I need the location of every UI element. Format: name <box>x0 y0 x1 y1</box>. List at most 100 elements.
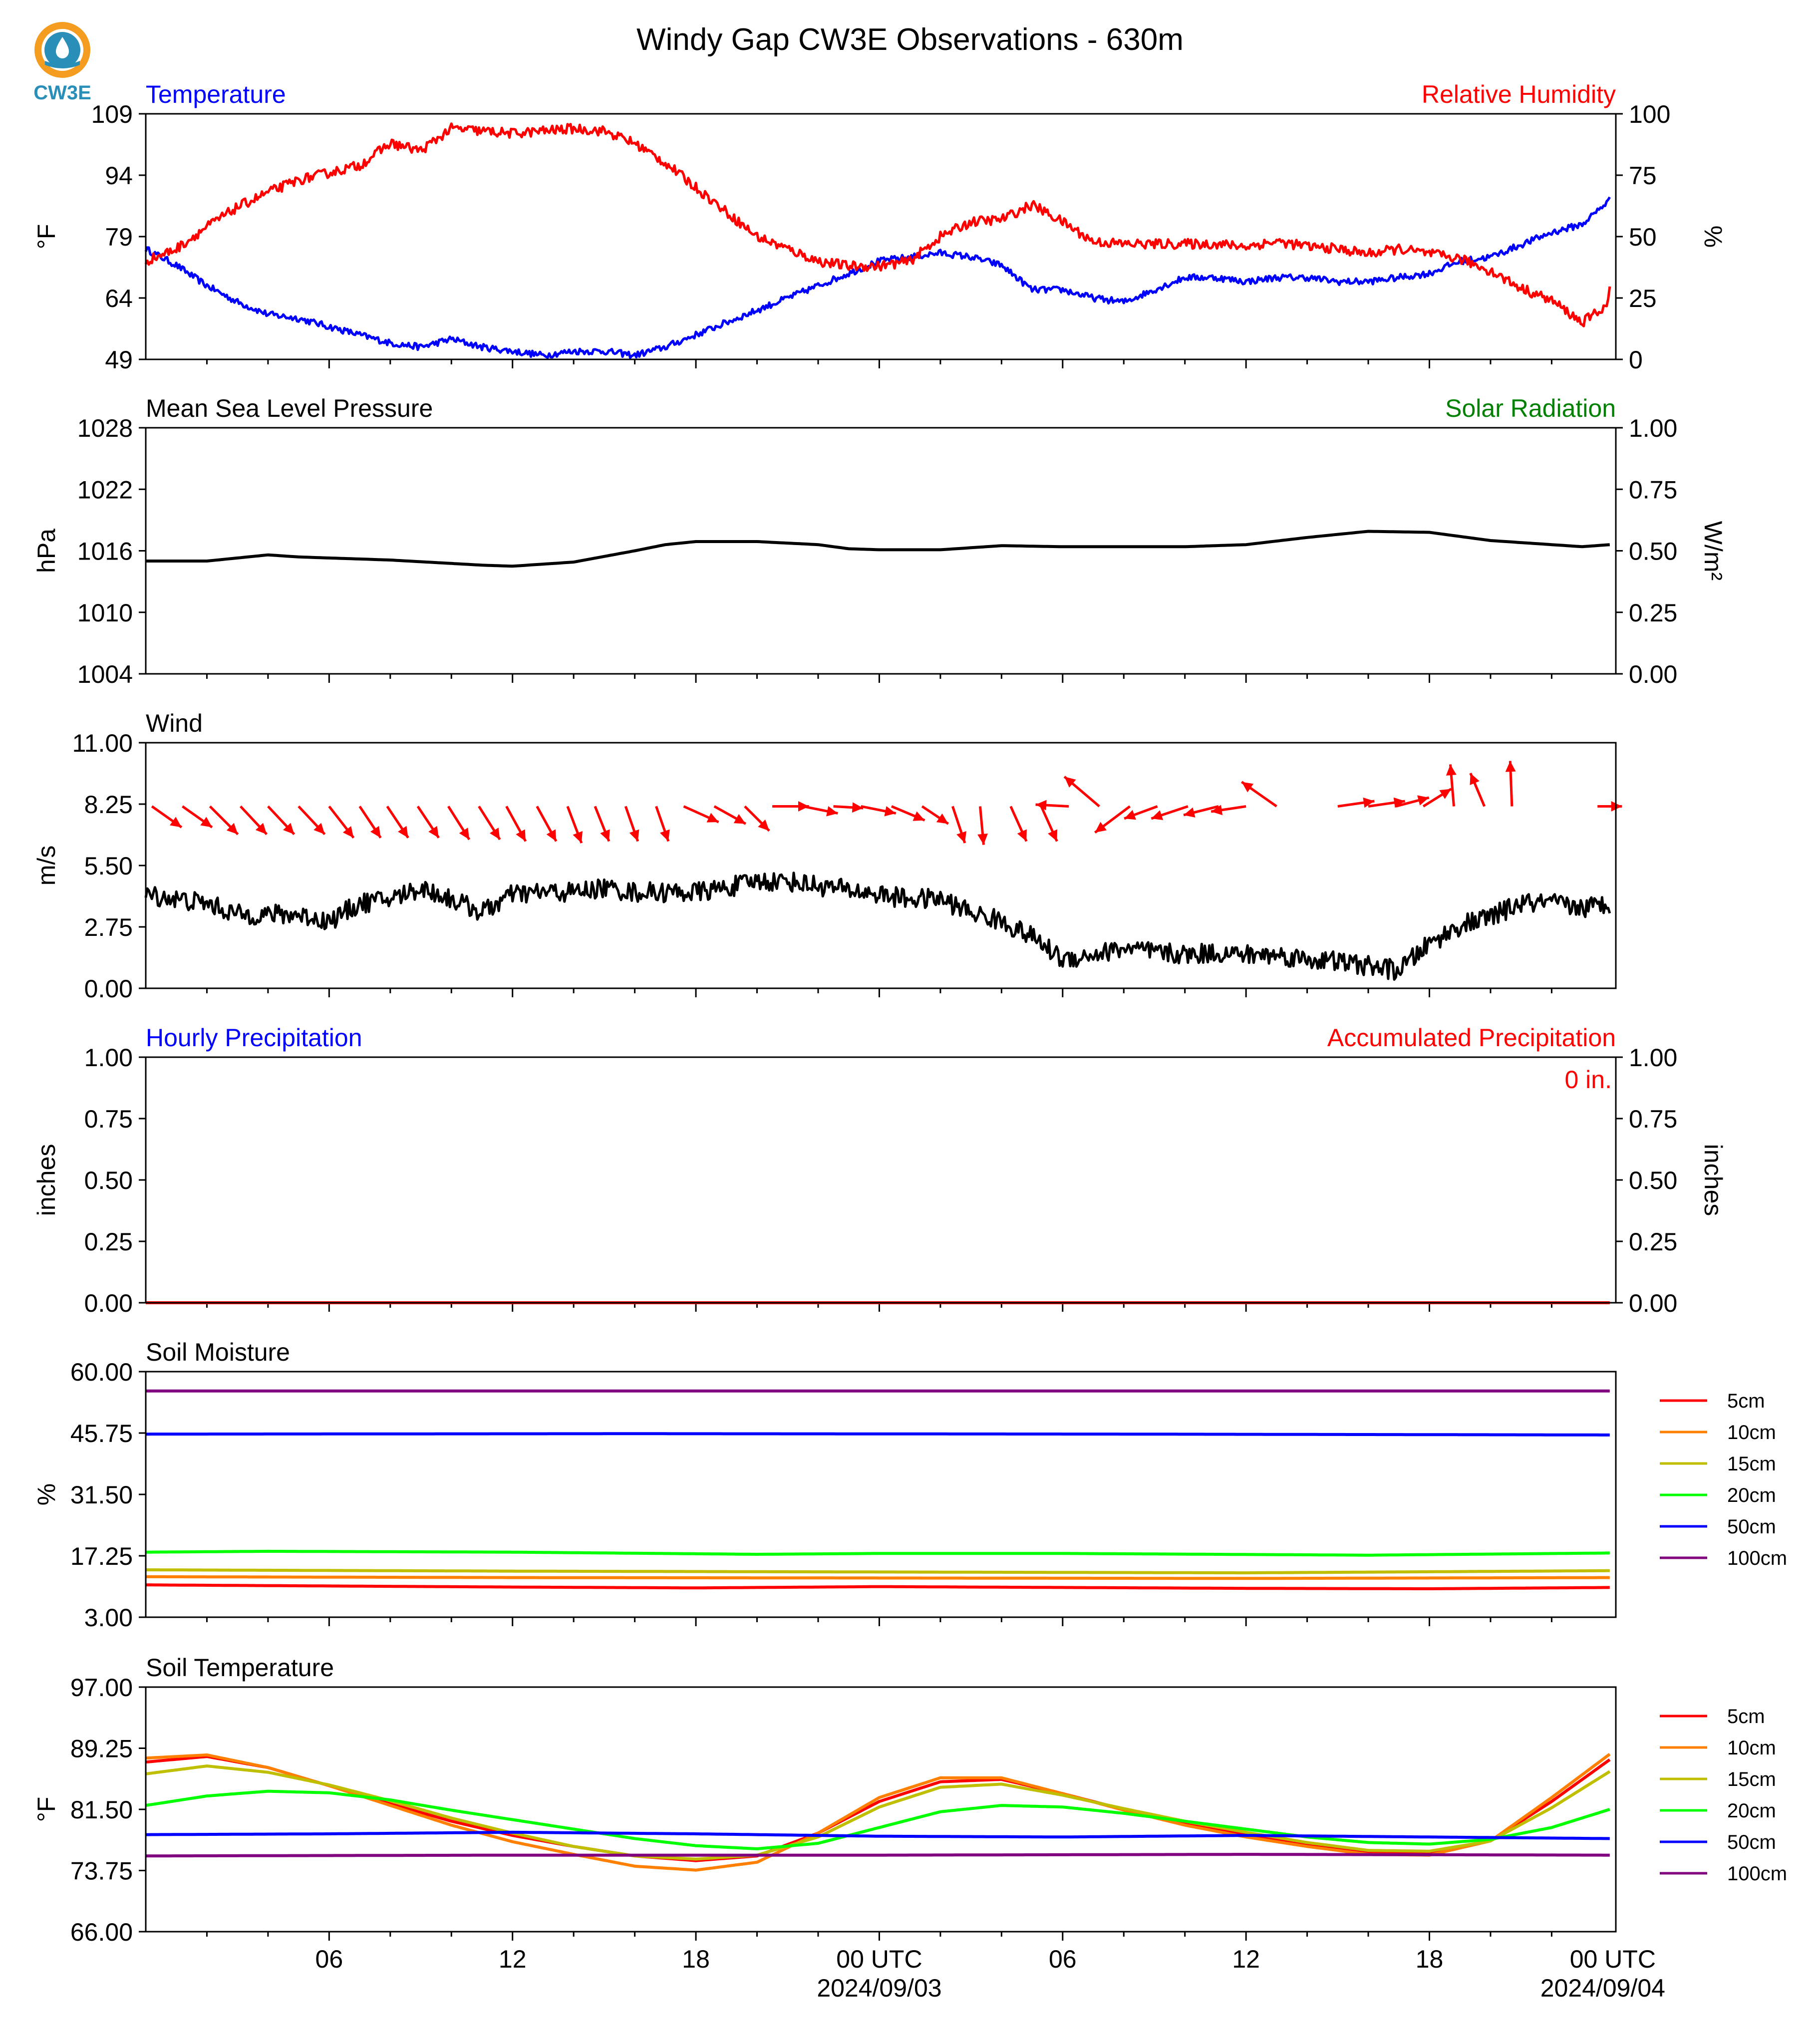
wind-arrow-head <box>490 828 500 840</box>
plot-frame <box>145 427 1617 675</box>
panel-title-left: Soil Moisture <box>146 1338 290 1366</box>
x-tick-label: 12 <box>499 1945 527 1973</box>
wind-arrow-head <box>912 811 925 821</box>
chart-title: Windy Gap CW3E Observations - 630m <box>636 22 1184 57</box>
y-tick-label-right: 0.25 <box>1629 1228 1677 1256</box>
panel-title-right: Relative Humidity <box>1422 80 1616 108</box>
series-line-20cm <box>145 1789 1610 1850</box>
y-tick-label-left: 97.00 <box>70 1674 133 1702</box>
wind-arrow-head <box>516 829 526 842</box>
y-axis-label-left: hPa <box>32 529 60 573</box>
legend-label: 15cm <box>1727 1768 1776 1790</box>
y-tick-label-right: 0.75 <box>1629 1105 1677 1133</box>
series-line-5cm <box>145 1755 1611 1862</box>
panel-soil_temp: Soil Temperature 66.00 73.75 81.50 89.25 97.0… <box>32 1654 1787 1946</box>
y-tick-label-left: 60.00 <box>70 1358 133 1386</box>
y-axis-label-right: inches <box>1699 1144 1727 1216</box>
panel-title-right: Solar Radiation <box>1445 394 1616 422</box>
y-tick-label-right: 50 <box>1629 223 1657 251</box>
wind-arrow-head <box>573 831 583 843</box>
y-tick-label-left: 1010 <box>77 599 133 627</box>
panel-title-left: Soil Temperature <box>146 1654 334 1682</box>
series-line-20cm <box>145 1549 1610 1557</box>
legend-label: 50cm <box>1727 1831 1776 1853</box>
legend-label: 20cm <box>1727 1484 1776 1506</box>
series-line-10cm <box>146 1575 1610 1580</box>
wind-arrow-head <box>629 829 639 842</box>
legend: 5cm 10cm 15cm 20cm 50cm 100cm <box>1660 1390 1787 1569</box>
y-tick-label-right: 0.00 <box>1629 1289 1677 1317</box>
y-axis-label-left: m/s <box>32 846 60 886</box>
panel-title-right: Accumulated Precipitation <box>1327 1024 1616 1052</box>
y-tick-label-left: 0.50 <box>84 1166 133 1194</box>
y-tick-label-left: 3.00 <box>84 1604 133 1632</box>
wind-arrow-head <box>600 829 610 842</box>
wind-arrow-head <box>283 823 295 835</box>
wind-arrow-head <box>977 834 988 845</box>
panel-temp_rh: Temperature Relative Humidity 49 64 79 94 109 °… <box>32 80 1727 374</box>
wind-arrow-head <box>852 802 864 813</box>
wind-arrow-head <box>956 831 966 843</box>
y-tick-label-right: 75 <box>1629 162 1657 190</box>
legend-label: 10cm <box>1727 1737 1776 1759</box>
wind-arrow-head <box>1446 764 1457 776</box>
series-line-50cm <box>146 1432 1610 1437</box>
wind-arrow-head <box>1470 773 1480 785</box>
y-tick-label-left: 89.25 <box>70 1735 133 1763</box>
y-axis-label-left: % <box>32 1483 60 1505</box>
y-axis-label-right: W/m² <box>1699 521 1727 580</box>
panel-title-left: Hourly Precipitation <box>146 1024 362 1052</box>
series-line-50cm <box>146 1830 1610 1840</box>
y-tick-label-left: 79 <box>105 223 133 251</box>
panel-soil_moisture: Soil Moisture 3.00 17.25 31.50 45.75 60.00% 5c… <box>32 1338 1787 1632</box>
legend-label: 5cm <box>1727 1706 1765 1728</box>
y-tick-label-left: 0.00 <box>84 975 133 1003</box>
y-tick-label-right: 0.50 <box>1629 538 1677 566</box>
wind-arrow-head <box>936 813 948 824</box>
y-tick-label-left: 66.00 <box>70 1918 133 1946</box>
y-tick-label-right: 0.50 <box>1629 1166 1677 1194</box>
wind-arrow-head <box>170 817 182 828</box>
y-tick-label-right: 25 <box>1629 285 1657 312</box>
wind-arrow-head <box>546 829 557 842</box>
wind-arrow-head <box>1048 829 1058 842</box>
series-line-mean-sea-level-pressure <box>146 530 1610 568</box>
legend-label: 10cm <box>1727 1422 1776 1444</box>
legend-label: 20cm <box>1727 1800 1776 1822</box>
plot-frame <box>145 1056 1617 1304</box>
plot-frame <box>145 1686 1617 1933</box>
wind-arrow-head <box>706 813 719 823</box>
x-date-label: 2024/09/04 <box>1540 1974 1665 2002</box>
wind-arrow-head <box>255 823 267 835</box>
x-tick-label: 00 UTC <box>836 1945 922 1973</box>
y-axis-label-right: % <box>1699 226 1727 248</box>
x-tick-label: 12 <box>1232 1945 1260 1973</box>
plot-frame <box>145 742 1617 989</box>
series-line-relative-humidity <box>144 122 1611 327</box>
plot-frame <box>145 1371 1617 1618</box>
panel-precip: Hourly Precipitation Accumulated Precipit… <box>32 1024 1727 1317</box>
wind-arrow-head <box>1363 797 1375 808</box>
y-axis-label-left: inches <box>32 1144 60 1216</box>
x-tick-label: 18 <box>682 1945 710 1973</box>
wind-arrow-head <box>428 826 439 838</box>
y-tick-label-right: 0.25 <box>1629 599 1677 627</box>
wind-arrow-head <box>1017 829 1027 842</box>
wind-arrow-head <box>1124 810 1136 820</box>
wind-arrow-head <box>370 826 381 838</box>
cw3e-logo: CW3E <box>30 19 95 104</box>
y-tick-label-left: 1028 <box>77 414 133 442</box>
y-tick-label-right: 1.00 <box>1629 414 1677 442</box>
wind-arrow-head <box>1211 805 1223 816</box>
y-tick-label-left: 5.50 <box>84 852 133 880</box>
wind-arrow-head <box>1095 822 1107 833</box>
wind-arrow-head <box>313 823 325 835</box>
legend-label: 100cm <box>1727 1547 1787 1569</box>
cw3e-logo-icon <box>34 22 90 78</box>
legend: 5cm 10cm 15cm 20cm 50cm 100cm <box>1660 1706 1787 1885</box>
wind-arrow-head <box>398 826 408 838</box>
y-tick-label-left: 45.75 <box>70 1420 133 1448</box>
y-tick-label-right: 0.00 <box>1629 660 1677 688</box>
wind-arrow-head <box>1035 800 1047 811</box>
wind-arrow-head <box>200 817 212 828</box>
